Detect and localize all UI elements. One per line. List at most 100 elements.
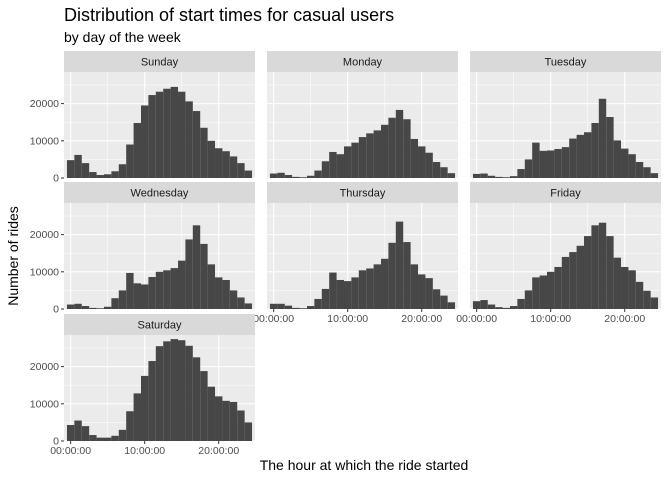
bar-saturday-h1 [74,420,82,441]
bar-sunday-h19 [207,140,216,178]
bar-thursday-h18 [403,242,411,309]
bar-thursday-h9 [336,279,344,309]
bar-thursday-h21 [425,278,433,309]
bar-saturday-h16 [185,345,193,441]
bar-wednesday-h3 [89,307,97,309]
y-tick-label: 20000 [30,229,59,241]
bar-saturday-h24 [244,422,253,441]
bar-wednesday-h9 [133,283,141,309]
facet-strip-saturday [64,314,255,335]
bar-monday-h9 [336,154,344,178]
bar-tuesday-h10 [546,150,555,178]
bar-tuesday-h16 [591,122,599,178]
bar-friday-h18 [606,236,614,309]
bar-saturday-h18 [200,371,208,441]
bar-saturday-h4 [96,437,104,441]
bar-wednesday-h13 [163,270,171,309]
bar-thursday-h17 [395,221,404,309]
bar-saturday-h8 [126,411,134,441]
bar-wednesday-h6 [111,298,119,309]
bar-sunday-h20 [215,148,223,178]
bar-monday-h10 [343,146,352,178]
bar-friday-h7 [524,290,533,309]
bar-monday-h6 [314,170,322,178]
chart-subtitle: by day of the week [64,29,182,45]
bar-sunday-h2 [81,163,90,178]
bar-sunday-h12 [155,91,164,178]
bar-thursday-h14 [373,264,382,309]
x-axis-title: The hour at which the ride started [260,457,469,473]
bar-wednesday-h17 [192,225,201,309]
facet-label-monday: Monday [343,57,383,69]
bar-wednesday-h1 [74,303,82,309]
x-tick-label: 10:00:00 [124,445,165,457]
bar-thursday-h8 [329,272,337,309]
bar-sunday-h22 [229,156,238,178]
bar-wednesday-h16 [185,239,193,309]
bar-wednesday-h7 [118,290,127,309]
bar-sunday-h6 [111,171,119,178]
bar-friday-h1 [480,300,488,309]
bar-tuesday-h6 [517,169,525,178]
bar-thursday-h23 [440,295,448,309]
bar-thursday-h6 [314,298,322,309]
bar-thursday-h22 [432,289,441,309]
bar-thursday-h10 [343,281,352,309]
y-tick-label: 0 [53,436,59,448]
bar-sunday-h18 [200,127,208,178]
bar-thursday-h0 [269,303,278,309]
bar-thursday-h1 [277,303,285,309]
bar-saturday-h17 [192,357,201,441]
bar-monday-h19 [410,138,419,178]
y-tick-label: 0 [53,173,59,185]
facet-strip-wednesday [64,182,255,203]
bar-friday-h20 [621,266,629,309]
bar-friday-h11 [554,266,562,309]
bar-tuesday-h5 [509,176,518,178]
bar-sunday-h8 [126,144,134,178]
bar-monday-h15 [381,124,389,178]
bar-monday-h21 [425,152,433,178]
bar-tuesday-h24 [650,173,659,178]
bar-monday-h5 [306,175,315,178]
y-tick-label: 10000 [30,135,59,147]
bar-monday-h16 [388,117,396,178]
x-tick-label: 00:00:00 [50,445,91,457]
bar-tuesday-h20 [621,148,629,178]
bar-monday-h4 [299,177,307,178]
bar-saturday-h11 [148,361,156,441]
bar-friday-h23 [643,290,651,309]
y-tick-label: 20000 [30,361,59,373]
x-tick-label: 20:00:00 [198,445,239,457]
facet-strip-monday [267,51,458,72]
x-tick-label: 00:00:00 [456,313,497,325]
bar-monday-h3 [292,176,300,178]
bar-tuesday-h19 [613,140,622,178]
y-tick-label: 0 [53,304,59,316]
y-axis-title: Number of rides [5,206,21,306]
bar-friday-h0 [472,301,481,309]
bar-tuesday-h7 [524,159,533,178]
bar-sunday-h4 [96,175,104,178]
bar-tuesday-h18 [606,117,614,178]
x-tick-label: 10:00:00 [530,313,571,325]
bar-sunday-h7 [118,164,127,178]
x-tick-label: 20:00:00 [401,313,442,325]
bar-monday-h11 [351,142,359,178]
bar-friday-h9 [539,275,547,309]
bar-sunday-h21 [222,151,230,178]
bar-thursday-h2 [284,305,293,309]
bar-wednesday-h19 [207,264,216,309]
bar-wednesday-h4 [96,308,104,309]
facet-label-thursday: Thursday [340,188,386,200]
bar-saturday-h0 [66,425,75,441]
bar-tuesday-h13 [569,138,577,178]
bar-thursday-h15 [381,258,389,309]
bar-tuesday-h21 [628,154,636,178]
bar-tuesday-h9 [539,150,547,178]
bar-thursday-h24 [447,302,456,309]
facet-label-tuesday: Tuesday [545,57,587,69]
bar-thursday-h12 [358,270,367,309]
bar-friday-h17 [598,222,607,309]
bar-sunday-h14 [170,86,179,178]
